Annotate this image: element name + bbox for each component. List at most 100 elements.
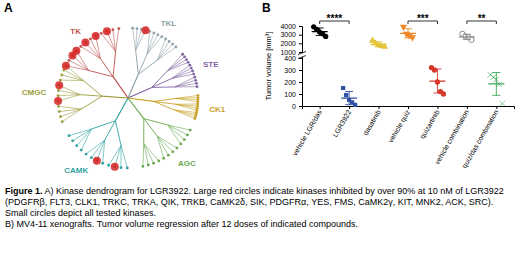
branch [168, 125, 190, 130]
branch [175, 83, 197, 86]
x-tick-mark [467, 106, 468, 109]
branch [175, 80, 196, 87]
inhibited-kinase [111, 163, 119, 171]
kinase-dot [179, 143, 182, 146]
kinase-dot [117, 27, 120, 30]
kinase-dot [152, 32, 155, 35]
significance: ** [467, 13, 496, 24]
kinase-dot [193, 117, 196, 120]
branch [120, 145, 121, 167]
branch [154, 98, 176, 101]
panel-b: B01002003004001000200030004000Tumor volu… [262, 1, 515, 170]
x-tick-label: vehicle LGR/das [291, 108, 323, 156]
caption-figure: Figure 1. [5, 186, 43, 196]
branch [167, 54, 182, 70]
branch [116, 29, 119, 52]
y-tick-label: 0 [292, 103, 296, 110]
branch [175, 86, 197, 87]
error-bar-stem [408, 29, 409, 38]
group-label: CMGC [22, 88, 47, 97]
kinase-dot [185, 58, 188, 61]
kinase-dot [85, 153, 88, 156]
x-tick-label: quiz/das combination [461, 109, 501, 170]
inhibited-kinase [62, 62, 70, 70]
data-point [323, 34, 328, 39]
branch [167, 62, 188, 70]
branch [142, 143, 144, 166]
kinase-dot [160, 35, 163, 38]
x-tick-mark [379, 106, 380, 109]
kinase-dot [68, 134, 71, 137]
panel-label: B [262, 1, 271, 15]
branch [136, 29, 142, 50]
x-tick-label: vehicle quiz [387, 108, 412, 144]
kinase-dot [192, 73, 195, 76]
data-point [488, 72, 494, 78]
error-bar-stem [349, 91, 350, 104]
plot-data [311, 24, 505, 107]
kinase-dot [58, 110, 61, 113]
data-point [381, 43, 388, 49]
branch [157, 44, 172, 60]
branch [128, 98, 144, 119]
branch [91, 121, 115, 129]
inhibited-kinase [92, 32, 100, 40]
data-point [341, 86, 345, 90]
x-tick-mark [437, 106, 438, 109]
axis-break-mark [298, 52, 306, 55]
tree [57, 27, 200, 170]
kinase-dot [57, 94, 60, 97]
branch [128, 98, 154, 101]
kinase-dot [80, 149, 83, 152]
y-tick-mark [299, 35, 302, 36]
kinase-dot [175, 46, 178, 49]
kinase-dot [190, 67, 193, 70]
y-tick: 0 [292, 103, 302, 110]
branch [157, 41, 169, 60]
data-point [344, 93, 348, 97]
branch [121, 145, 127, 168]
group-label: CAMK [64, 166, 88, 175]
kinase-dot [59, 79, 62, 82]
kinase-dot [191, 70, 194, 73]
y-tick-mark [299, 43, 302, 44]
branch [113, 30, 116, 52]
branch [69, 129, 91, 136]
error-bar-cap [433, 93, 441, 94]
branch [90, 39, 100, 59]
y-tick-mark [299, 94, 302, 95]
kinase-dot [120, 166, 123, 169]
y-tick-label: 300 [284, 67, 296, 74]
kinase-dot [126, 167, 129, 170]
branch [168, 125, 181, 144]
kinase-dot [171, 43, 174, 46]
branch [80, 95, 102, 97]
caption-b: B) MV4-11 xenografts. Tumor volume regre… [5, 219, 358, 229]
kinase-dot [181, 53, 184, 56]
kinase-dot [188, 64, 191, 67]
branch [102, 96, 128, 98]
kinase-dot [196, 85, 199, 88]
branch [115, 98, 128, 121]
kinase-dot [167, 154, 170, 157]
kinase-dot [168, 40, 171, 43]
branch [176, 95, 198, 98]
branch [100, 59, 113, 77]
y-axis-title: Tumor volume [mm³] [264, 32, 273, 101]
x-tick-mark [349, 106, 350, 109]
branch [109, 145, 121, 165]
kinase-dot [171, 150, 174, 153]
x-tick: vehicle combination [433, 106, 470, 165]
group-label: CK1 [209, 105, 226, 114]
data-point [441, 91, 446, 96]
branch [77, 129, 92, 146]
kinase-dot [176, 147, 179, 150]
branch [59, 109, 81, 111]
y-tick-label: 200 [284, 79, 296, 86]
error-bar-cap [345, 104, 353, 105]
y-tick-label: 3000 [280, 31, 296, 38]
kinase-dot [187, 61, 190, 64]
branch [172, 68, 191, 78]
branch [113, 77, 128, 98]
error-bar [463, 34, 471, 39]
